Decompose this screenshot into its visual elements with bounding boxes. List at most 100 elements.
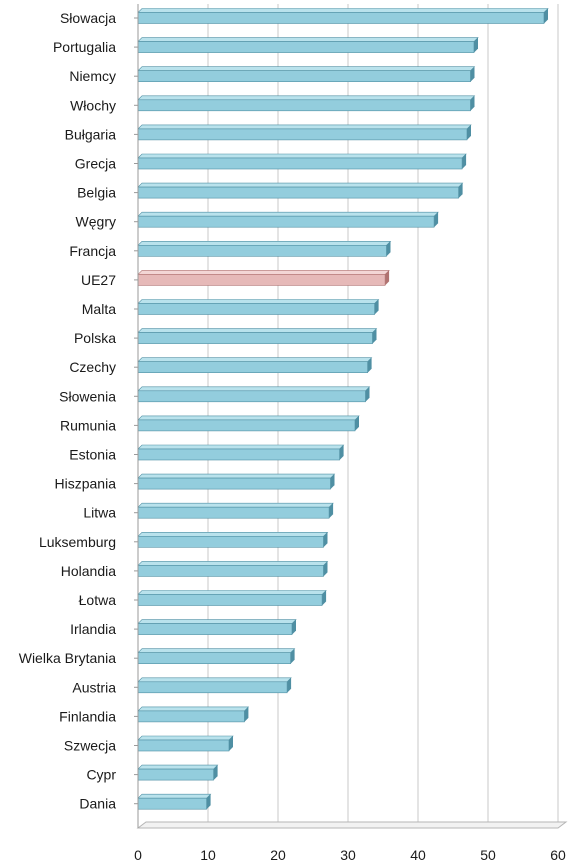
chart-floor	[136, 821, 568, 829]
bar-24	[137, 706, 250, 723]
bar-front-face	[137, 41, 475, 53]
bar-front-face	[137, 245, 387, 257]
category-label: Czechy	[69, 359, 116, 375]
category-label: Francja	[69, 243, 116, 259]
x-tick-label: 10	[200, 847, 216, 863]
bar-15	[137, 444, 345, 461]
category-label: Austria	[72, 679, 116, 695]
bar-top-face	[137, 182, 464, 188]
bar-front-face	[137, 477, 331, 490]
bar-front-face	[137, 128, 468, 141]
bar-top-face	[137, 211, 439, 217]
category-label: Słowacja	[60, 10, 116, 26]
bar-front-face	[137, 739, 230, 752]
bar-top-face	[137, 764, 219, 770]
bar-top-face	[137, 37, 479, 42]
bar-26	[137, 764, 219, 781]
bar-13	[137, 386, 371, 403]
bar-end-face	[544, 8, 548, 24]
x-tick-label: 50	[480, 847, 496, 863]
bar-7	[137, 211, 439, 228]
category-label: Malta	[82, 301, 116, 317]
bar-end-face	[290, 648, 295, 664]
bar-front-face	[137, 332, 373, 344]
bar-front-face	[137, 797, 207, 810]
bar-top-face	[137, 561, 329, 566]
bar-3	[137, 95, 476, 112]
bar-front-face	[137, 274, 386, 286]
category-label: Holandia	[61, 563, 116, 579]
bar-top-face	[137, 619, 297, 624]
bar-end-face	[374, 299, 379, 315]
bar-end-face	[287, 677, 292, 693]
bar-front-face	[137, 419, 356, 432]
bar-end-face	[229, 736, 233, 751]
bar-5	[137, 153, 467, 170]
bar-front-face	[137, 652, 291, 665]
bar-end-face	[385, 270, 390, 286]
bar-11	[137, 328, 378, 344]
x-tick-label: 30	[340, 847, 356, 863]
bar-front-face	[137, 623, 293, 635]
bar-22	[137, 648, 296, 665]
bar-top-face	[137, 706, 250, 712]
bar-front-face	[137, 710, 245, 723]
category-label: Polska	[74, 330, 116, 346]
category-label: Wielka Brytania	[19, 650, 116, 666]
bar-front-face	[137, 12, 545, 24]
bar-25	[137, 735, 234, 752]
bar-end-face	[372, 328, 377, 344]
bar-12	[137, 357, 373, 374]
bar-end-face	[213, 765, 218, 781]
bar-end-face	[462, 154, 467, 169]
bar-end-face	[367, 357, 372, 373]
bar-9	[137, 270, 390, 286]
bar-front-face	[137, 535, 324, 548]
category-label: Litwa	[83, 505, 116, 521]
bar-end-face	[386, 241, 391, 257]
x-tick-label: 0	[134, 847, 142, 863]
labels: 0 10 20 30 40 50 60 Słowacja Portugalia Niemcy Wło…	[19, 10, 566, 863]
bar-front-face	[137, 99, 471, 112]
bar-front-face	[137, 768, 214, 781]
bar-top-face	[137, 444, 345, 450]
category-label: Niemcy	[69, 68, 116, 84]
bar-top-face	[137, 299, 380, 304]
bar-front-face	[137, 506, 330, 519]
category-label: Rumunia	[60, 417, 116, 433]
bar-front-face	[137, 448, 340, 461]
bar-end-face	[330, 474, 335, 490]
bar-front-face	[137, 565, 324, 577]
category-label: Hiszpania	[55, 476, 117, 492]
axes	[134, 4, 568, 829]
bar-front-face	[137, 215, 435, 228]
x-tick-label: 60	[550, 847, 566, 863]
bar-front-face	[137, 186, 459, 199]
bar-20	[137, 590, 327, 606]
bar-end-face	[434, 212, 439, 228]
bar-2	[137, 66, 476, 82]
bar-top-face	[137, 66, 476, 71]
bar-top-face	[137, 241, 392, 246]
bar-top-face	[137, 531, 329, 537]
bar-21	[137, 619, 297, 635]
category-label: Bułgaria	[65, 126, 117, 142]
bar-1	[137, 37, 479, 53]
bar-end-face	[323, 532, 328, 548]
bar-0	[137, 8, 549, 24]
bar-front-face	[137, 594, 323, 606]
bar-end-face	[206, 794, 211, 810]
bar-end-face	[339, 445, 344, 460]
bar-front-face	[137, 361, 368, 374]
category-label: Luksemburg	[39, 534, 116, 550]
bar-18	[137, 531, 329, 548]
category-label: Belgia	[77, 185, 116, 201]
bar-top-face	[137, 735, 234, 741]
bar-front-face	[137, 70, 471, 82]
bar-16	[137, 473, 336, 490]
bar-end-face	[323, 561, 328, 577]
bar-top-face	[137, 124, 472, 130]
bar-end-face	[292, 619, 296, 635]
bar-top-face	[137, 415, 360, 421]
